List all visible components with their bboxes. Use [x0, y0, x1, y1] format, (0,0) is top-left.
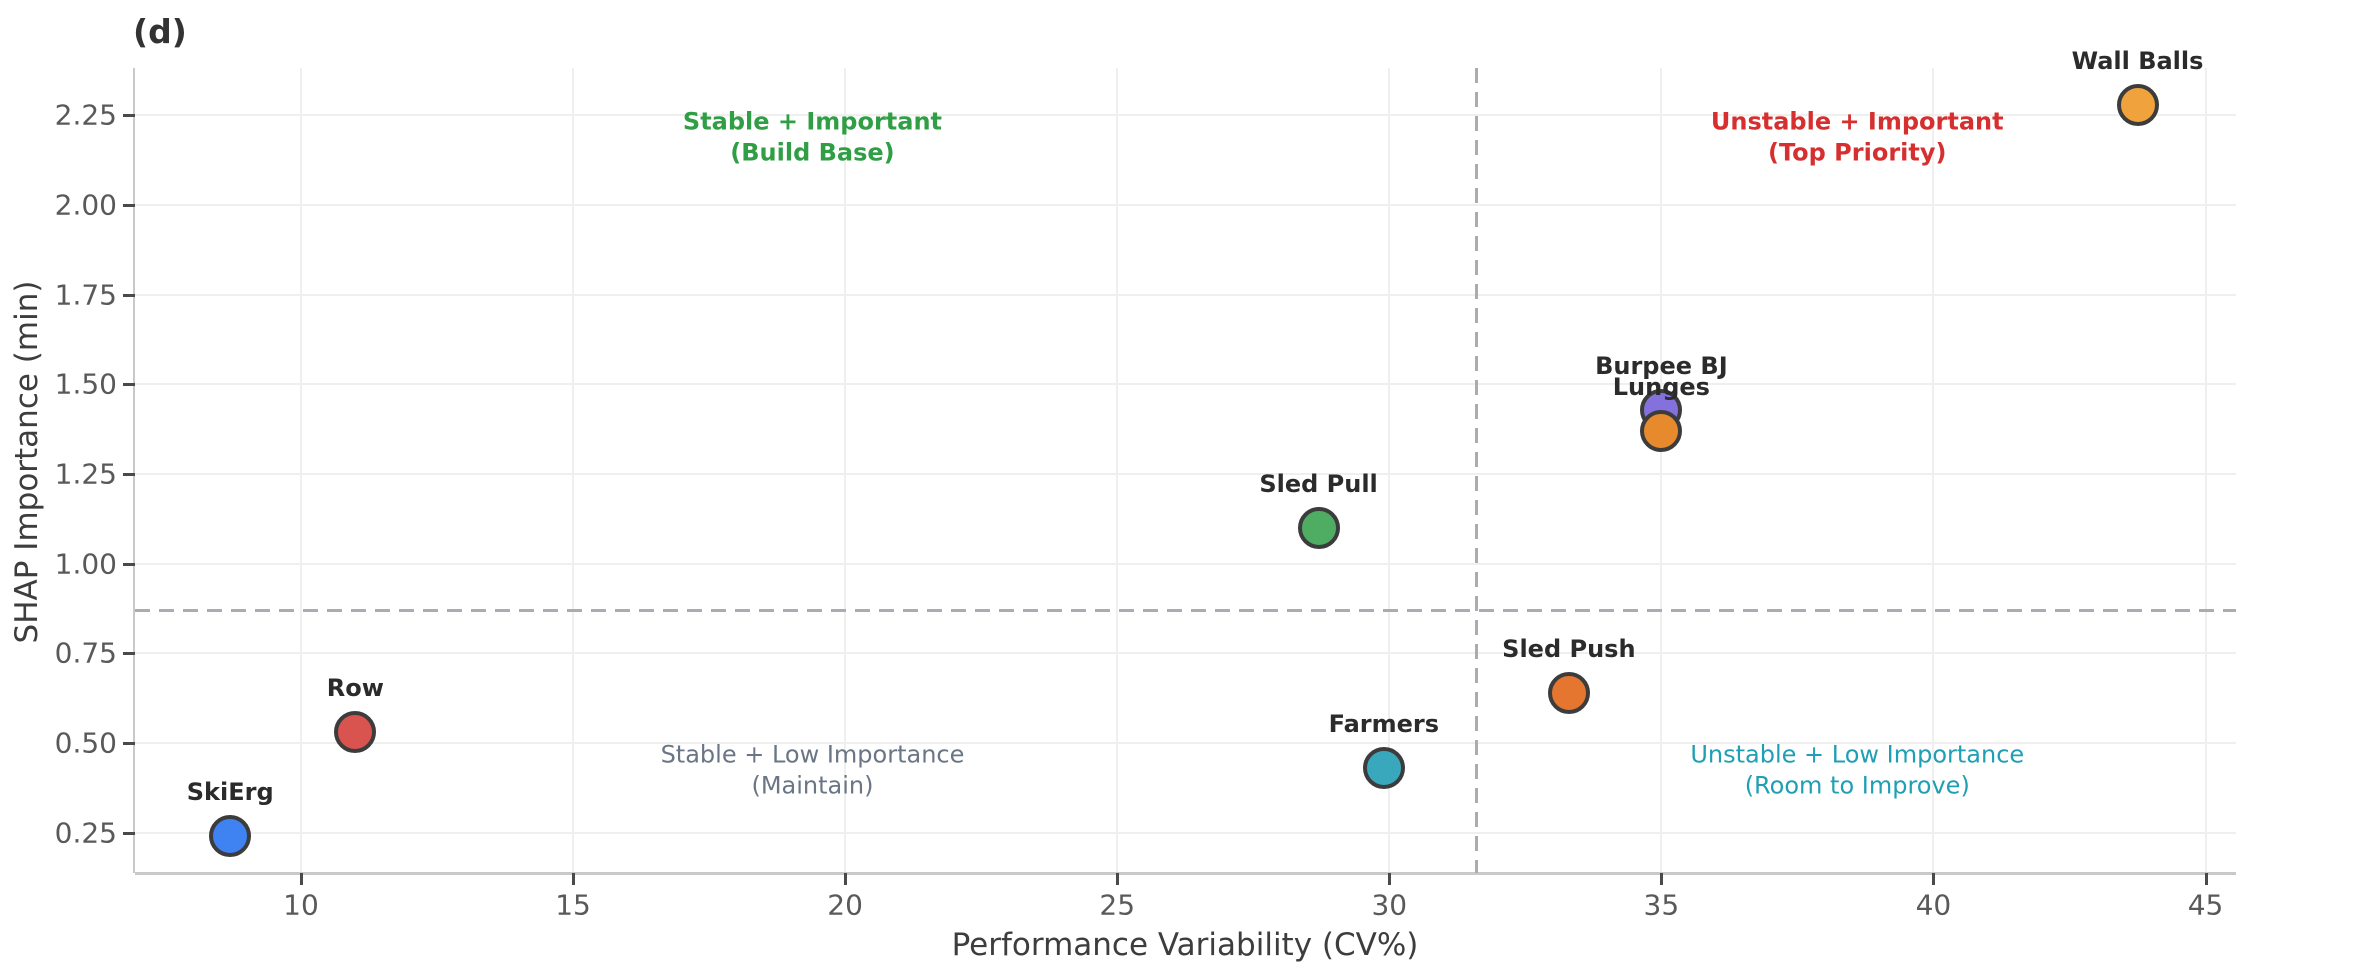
- y-tick-mark: [123, 114, 135, 118]
- plot-area: Stable + Important (Build Base) Unstable +…: [133, 47, 2236, 875]
- quadrant-annotation-line: Unstable + Low Importance: [1690, 740, 2025, 769]
- y-tick-label: 1.50: [54, 367, 117, 401]
- x-tick-mark: [572, 873, 576, 885]
- quadrant-annotation-line: Stable + Important: [682, 107, 943, 136]
- quadrant-annotation-stable-low: Stable + Low Importance (Maintain): [661, 739, 965, 800]
- y-tick-label: 2.00: [54, 188, 117, 222]
- point-label-row: Row: [326, 674, 384, 703]
- x-tick-label: 35: [1643, 888, 1680, 922]
- grid-line-horizontal: [135, 831, 2236, 834]
- data-point-row: [334, 711, 377, 754]
- grid-line-horizontal: [135, 473, 2236, 476]
- y-tick-label: 1.75: [54, 278, 117, 312]
- point-label-skierg: SkiErg: [186, 778, 274, 807]
- grid-line-horizontal: [135, 652, 2236, 655]
- x-axis-spine: [135, 872, 2236, 875]
- grid-line-horizontal: [135, 204, 2236, 207]
- point-label-farmers: Farmers: [1328, 710, 1440, 739]
- grid-line-vertical: [1116, 68, 1119, 873]
- x-axis-label: Performance Variability (CV%): [951, 927, 1419, 963]
- data-point-sled-push: [1547, 671, 1590, 714]
- quadrant-annotation-line: (Room to Improve): [1744, 771, 1970, 800]
- y-tick-mark: [123, 652, 135, 656]
- x-tick-label: 40: [1915, 888, 1952, 922]
- y-axis-spine: [133, 68, 135, 873]
- data-point-lunges: [1640, 410, 1683, 453]
- y-tick-label: 1.25: [54, 457, 117, 491]
- quadrant-annotation-line: Unstable + Important: [1710, 107, 2004, 136]
- quadrant-annotation-unstable-low: Unstable + Low Importance (Room to Improv…: [1690, 739, 2024, 800]
- x-tick-mark: [1660, 873, 1664, 885]
- point-label-wall-balls: Wall Balls: [2071, 46, 2204, 75]
- grid-line-horizontal: [135, 383, 2236, 386]
- y-axis-label: SHAP Importance (min): [9, 280, 45, 644]
- grid-line-vertical: [1932, 68, 1935, 873]
- threshold-line-horizontal: [135, 609, 2236, 613]
- grid-line-horizontal: [135, 114, 2236, 117]
- x-tick-label: 10: [283, 888, 319, 922]
- data-point-farmers: [1362, 747, 1405, 790]
- point-label-lunges: Lunges: [1612, 373, 1710, 402]
- quadrant-annotation-line: (Build Base): [730, 137, 895, 166]
- y-tick-mark: [123, 562, 135, 566]
- x-tick-label: 45: [2187, 888, 2224, 922]
- y-tick-label: 0.50: [54, 726, 117, 760]
- x-tick-mark: [1932, 873, 1936, 885]
- y-tick-mark: [123, 473, 135, 477]
- y-tick-mark: [123, 383, 135, 387]
- y-tick-label: 1.00: [54, 547, 117, 581]
- threshold-line-vertical: [1475, 68, 1479, 873]
- grid-line-vertical: [1660, 68, 1663, 873]
- x-tick-label: 15: [555, 888, 591, 922]
- chart-title: (d): [133, 12, 187, 51]
- data-point-sled-pull: [1297, 506, 1340, 549]
- y-tick-label: 2.25: [54, 98, 117, 132]
- point-label-sled-pull: Sled Pull: [1259, 469, 1378, 498]
- x-tick-label: 30: [1371, 888, 1408, 922]
- x-tick-label: 25: [1099, 888, 1136, 922]
- point-label-burpee-bj: Burpee BJ: [1595, 351, 1728, 380]
- quadrant-annotation-line: Stable + Low Importance: [660, 740, 965, 769]
- quadrant-annotation-line: (Top Priority): [1768, 137, 1947, 166]
- x-tick-label: 20: [827, 888, 863, 922]
- quadrant-annotation-unstable-important: Unstable + Important (Top Priority): [1711, 106, 2004, 167]
- data-point-skierg: [209, 815, 252, 858]
- y-tick-mark: [123, 204, 135, 208]
- grid-line-vertical: [572, 68, 575, 873]
- y-tick-label: 0.75: [54, 636, 117, 670]
- x-tick-mark: [2204, 873, 2208, 885]
- data-point-wall-balls: [2116, 83, 2159, 126]
- x-tick-mark: [299, 873, 303, 885]
- grid-line-vertical: [844, 68, 847, 873]
- x-tick-mark: [1388, 873, 1392, 885]
- y-tick-label: 0.25: [54, 816, 117, 850]
- grid-line-horizontal: [135, 742, 2236, 745]
- y-tick-mark: [123, 742, 135, 746]
- y-tick-mark: [123, 293, 135, 297]
- y-tick-mark: [123, 831, 135, 835]
- quadrant-annotation-stable-important: Stable + Important (Build Base): [683, 106, 942, 167]
- grid-line-vertical: [299, 68, 302, 873]
- point-label-sled-push: Sled Push: [1502, 634, 1636, 663]
- x-tick-mark: [1116, 873, 1120, 885]
- grid-line-vertical: [1388, 68, 1391, 873]
- grid-line-vertical: [2204, 68, 2207, 873]
- quadrant-annotation-line: (Maintain): [751, 771, 874, 800]
- x-tick-mark: [844, 873, 848, 885]
- grid-line-horizontal: [135, 293, 2236, 296]
- grid-line-horizontal: [135, 562, 2236, 565]
